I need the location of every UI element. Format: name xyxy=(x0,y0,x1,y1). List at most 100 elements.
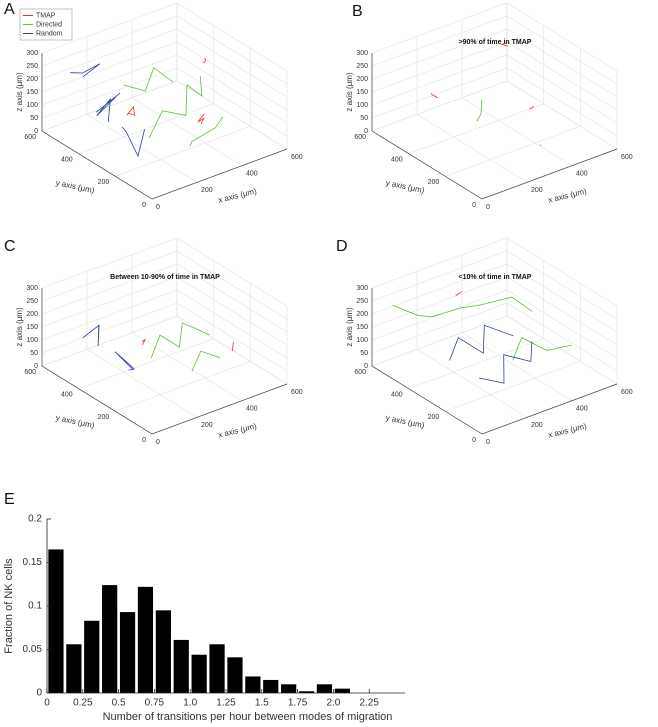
y-tick-label: 0.05 xyxy=(23,644,43,655)
x-tick-label: 400 xyxy=(246,171,258,178)
track xyxy=(189,116,223,147)
x-tick-label: 400 xyxy=(246,406,258,413)
y-tick-label: 600 xyxy=(354,134,366,141)
z-tick-label: 0 xyxy=(34,363,38,370)
grid-line xyxy=(371,315,618,385)
bar xyxy=(209,644,225,693)
z-tick-label: 150 xyxy=(356,324,368,331)
chart-title: <10% of time in TMAP xyxy=(459,274,532,281)
z-tick-label: 150 xyxy=(26,89,38,96)
y-tick-label: 0 xyxy=(142,202,146,209)
grid-line xyxy=(41,53,153,200)
x-tick-label: 0.75 xyxy=(145,698,165,709)
y-tick-label: 200 xyxy=(428,179,440,186)
track xyxy=(191,350,221,372)
panel-label: D xyxy=(336,238,348,255)
y-axis-label: y axis (μm) xyxy=(55,178,96,195)
axis-line xyxy=(41,288,288,435)
y-tick-label: 200 xyxy=(98,179,110,186)
bar xyxy=(263,679,279,693)
grid-line xyxy=(371,289,618,359)
z-tick-label: 100 xyxy=(26,337,38,344)
grid-line xyxy=(371,41,618,111)
track xyxy=(500,42,509,47)
z-tick-label: 100 xyxy=(356,337,368,344)
z-tick-label: 250 xyxy=(26,298,38,305)
bar xyxy=(281,684,297,693)
bar xyxy=(119,612,136,693)
grid-line xyxy=(371,15,618,85)
grid-line xyxy=(41,41,288,111)
y-tick-label: 200 xyxy=(428,414,440,421)
x-axis-label: x axis (μm) xyxy=(217,421,258,439)
x-axis-label: x axis (μm) xyxy=(547,186,588,204)
y-tick-label: 0.15 xyxy=(23,557,43,568)
z-tick-label: 200 xyxy=(26,76,38,83)
panel-label: C xyxy=(4,238,16,255)
y-tick-label: 0 xyxy=(472,437,476,444)
track xyxy=(70,63,101,78)
z-tick-label: 100 xyxy=(356,102,368,109)
x-tick-label: 0 xyxy=(44,698,50,709)
grid-line xyxy=(371,53,483,200)
grid-line xyxy=(416,271,528,418)
grid-line xyxy=(481,71,618,200)
grid-line xyxy=(41,288,153,435)
x-tick-label: 200 xyxy=(531,422,543,429)
z-axis-label: z axis (μm) xyxy=(345,307,354,347)
track xyxy=(512,337,572,361)
y-tick-label: 0.1 xyxy=(28,601,42,612)
track xyxy=(476,99,483,122)
track xyxy=(148,76,203,138)
bar xyxy=(173,639,189,693)
track xyxy=(430,93,439,98)
grid-line xyxy=(41,315,288,385)
x-tick-label: 2.0 xyxy=(326,698,340,709)
grid-line xyxy=(41,302,288,372)
z-tick-label: 150 xyxy=(26,324,38,331)
track xyxy=(455,291,463,296)
grid-line xyxy=(416,36,528,183)
panel-label: A xyxy=(4,1,15,18)
x-tick-label: 600 xyxy=(621,389,633,396)
track xyxy=(197,113,205,124)
legend-label: Directed xyxy=(36,21,62,28)
z-tick-label: 300 xyxy=(356,285,368,292)
z-tick-label: 50 xyxy=(360,115,368,122)
y-tick-label: 400 xyxy=(61,392,73,399)
y-axis-label: y axis (μm) xyxy=(385,413,426,430)
grid-line xyxy=(371,67,618,137)
x-axis-label: x axis (μm) xyxy=(217,186,258,204)
grid-line xyxy=(371,263,618,333)
y-tick-label: 0 xyxy=(142,437,146,444)
z-tick-label: 250 xyxy=(26,63,38,70)
track xyxy=(126,105,136,116)
y-tick-label: 600 xyxy=(24,369,36,376)
z-tick-label: 0 xyxy=(34,128,38,135)
grid-line xyxy=(115,283,251,412)
track xyxy=(202,57,206,63)
axis-line xyxy=(371,288,618,435)
z-axis-label: z axis (μm) xyxy=(345,72,354,112)
z-tick-label: 250 xyxy=(356,63,368,70)
x-tick-label: 1.25 xyxy=(216,698,236,709)
x-tick-label: 0.25 xyxy=(73,698,93,709)
track xyxy=(123,66,174,92)
z-tick-label: 100 xyxy=(26,102,38,109)
y-tick-label: 0.2 xyxy=(28,514,42,525)
x-tick-label: 1.5 xyxy=(255,698,269,709)
track xyxy=(121,126,145,158)
z-axis-label: z axis (μm) xyxy=(15,72,24,112)
y-tick-label: 0 xyxy=(472,202,476,209)
x-tick-label: 200 xyxy=(531,187,543,194)
x-tick-label: 0.5 xyxy=(112,698,126,709)
x-tick-label: 0 xyxy=(486,204,490,211)
bar xyxy=(137,586,154,693)
grid-line xyxy=(371,2,618,72)
bar xyxy=(102,585,118,693)
track xyxy=(479,341,533,384)
z-tick-label: 300 xyxy=(26,285,38,292)
chart-title: Between 10-90% of time in TMAP xyxy=(110,274,220,281)
chart-title: >90% of time in TMAP xyxy=(459,39,532,46)
y-tick-label: 600 xyxy=(354,369,366,376)
